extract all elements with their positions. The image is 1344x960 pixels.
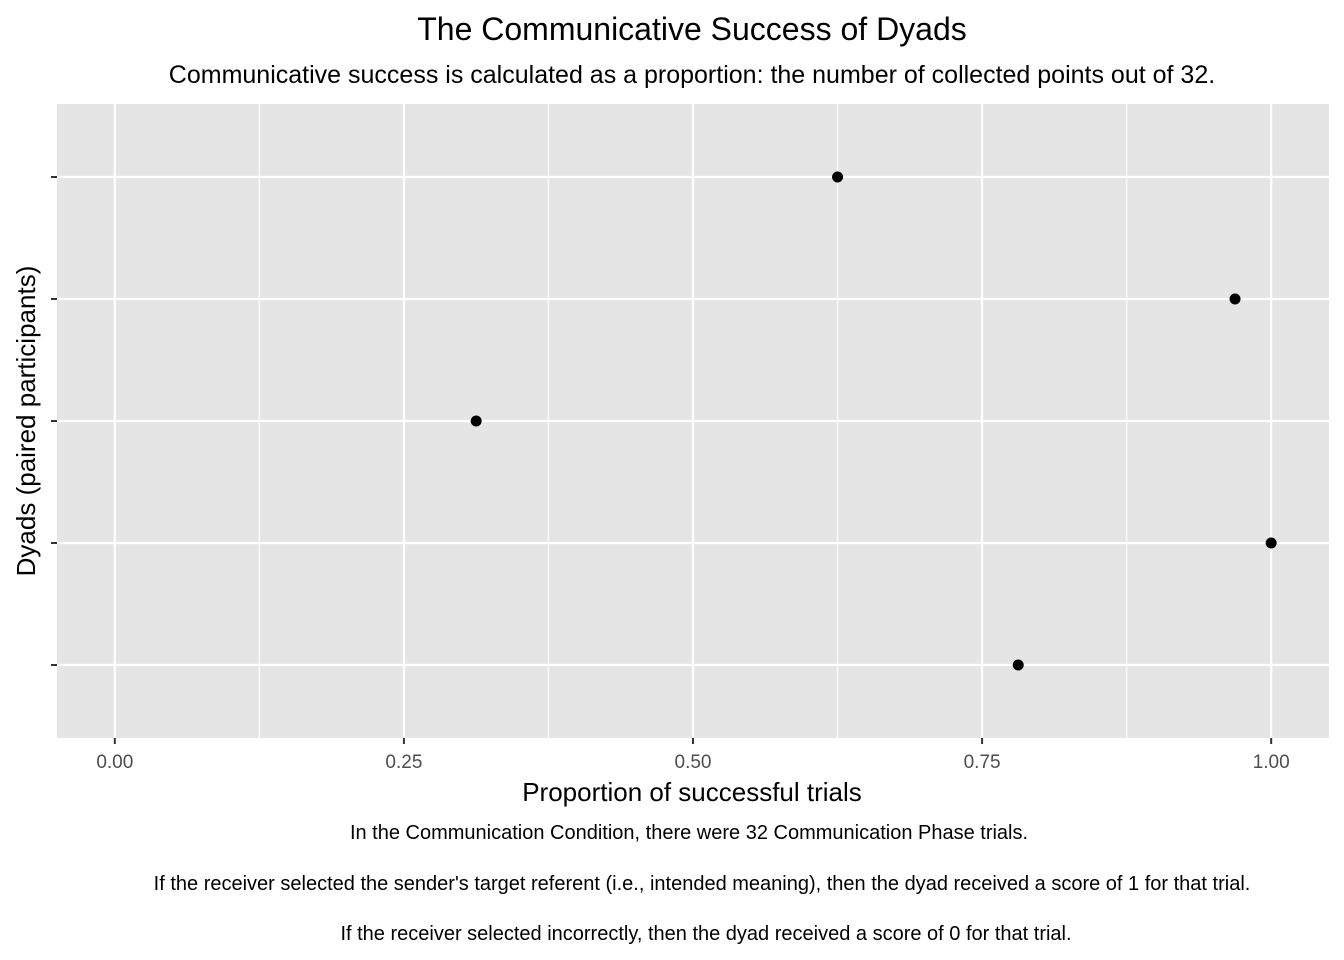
x-tick-label: 0.25 <box>385 752 422 773</box>
data-points <box>470 171 1277 671</box>
data-point <box>832 171 844 183</box>
x-tick-label: 0.50 <box>675 752 712 773</box>
data-point <box>470 415 482 427</box>
grid-lines <box>57 104 1329 738</box>
x-tick-label: 0.75 <box>964 752 1001 773</box>
data-point <box>1265 537 1277 549</box>
x-axis-ticks: 0.00 0.25 0.50 0.75 1.00 <box>96 738 1290 773</box>
chart-title: The Communicative Success of Dyads <box>417 11 967 47</box>
x-tick-label: 0.00 <box>96 752 133 773</box>
caption-line-2: If the receiver selected the sender's ta… <box>154 873 1251 895</box>
data-point <box>1012 659 1024 671</box>
y-axis-ticks <box>51 176 57 666</box>
x-tick-label: 1.00 <box>1253 752 1290 773</box>
caption-line-3: If the receiver selected incorrectly, th… <box>340 923 1071 945</box>
y-axis-title: Dyads (paired participants) <box>11 266 41 577</box>
caption-line-1: In the Communication Condition, there we… <box>350 822 1028 844</box>
chart-subtitle: Communicative success is calculated as a… <box>169 61 1215 89</box>
data-point <box>1229 293 1241 305</box>
x-axis-title: Proportion of successful trials <box>522 777 862 807</box>
